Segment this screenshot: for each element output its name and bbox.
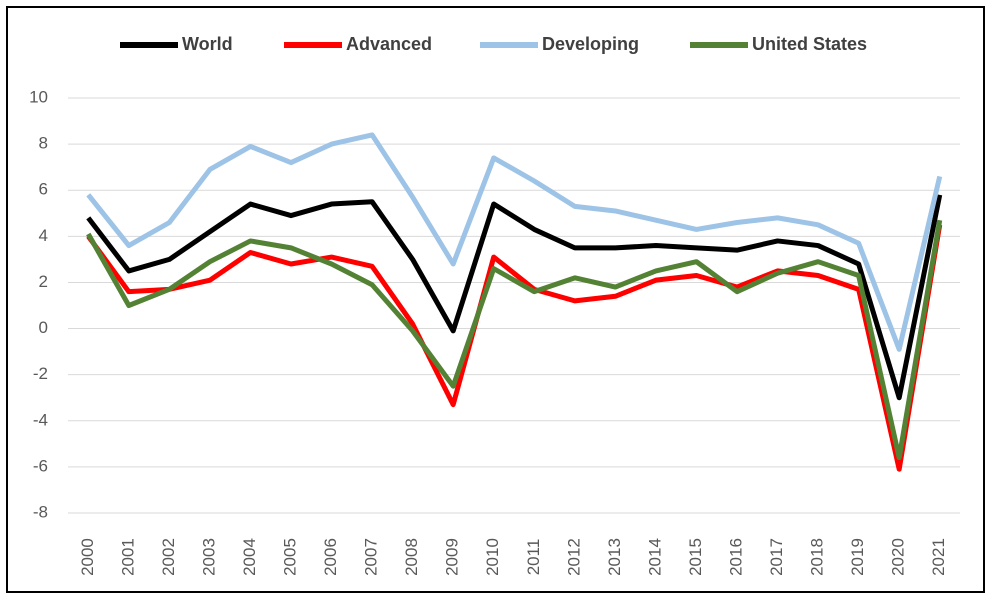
x-tick-label: 2019 (848, 538, 867, 576)
x-tick-label: 2012 (564, 538, 583, 576)
chart-frame (6, 6, 985, 593)
x-tick-label: 2011 (524, 539, 543, 576)
x-tick-label: 2020 (889, 538, 908, 576)
x-tick-label: 2015 (686, 538, 705, 576)
y-tick-label: 8 (39, 134, 48, 153)
x-tick-label: 2013 (605, 538, 624, 576)
x-tick-label: 2014 (645, 538, 664, 576)
series-line (86, 224, 943, 472)
x-tick-label: 2007 (362, 538, 381, 576)
legend-text: Developing (542, 34, 639, 54)
y-tick-label: -4 (33, 410, 48, 429)
series-line (86, 194, 943, 401)
x-tick-label: 2005 (280, 538, 299, 576)
x-tick-label: 2003 (199, 538, 218, 576)
x-tick-label: 2017 (767, 538, 786, 576)
x-tick-label: 2009 (443, 538, 462, 576)
x-tick-label: 2008 (402, 538, 421, 576)
y-tick-label: -6 (33, 456, 48, 475)
x-tick-label: 2000 (78, 538, 97, 576)
y-tick-label: -2 (33, 364, 48, 383)
y-tick-label: 0 (39, 318, 48, 337)
y-tick-label: 2 (39, 272, 48, 291)
legend-text: Advanced (346, 34, 432, 54)
x-tick-label: 2006 (321, 538, 340, 576)
y-tick-label: 10 (29, 87, 48, 106)
x-tick-label: 2018 (808, 538, 827, 576)
x-tick-label: 2004 (240, 538, 259, 576)
x-tick-label: 2002 (159, 538, 178, 576)
x-tick-label: 2010 (483, 538, 502, 576)
y-tick-label: 6 (39, 180, 48, 199)
legend-text: World (182, 34, 233, 54)
x-tick-label: 2021 (929, 538, 948, 576)
y-tick-label: -8 (33, 502, 48, 521)
y-tick-label: 4 (39, 226, 48, 245)
series-line (86, 132, 943, 352)
x-tick-label: 2001 (118, 538, 137, 576)
legend-text: United States (752, 34, 867, 54)
series-line (86, 219, 943, 461)
x-tick-label: 2016 (726, 538, 745, 576)
